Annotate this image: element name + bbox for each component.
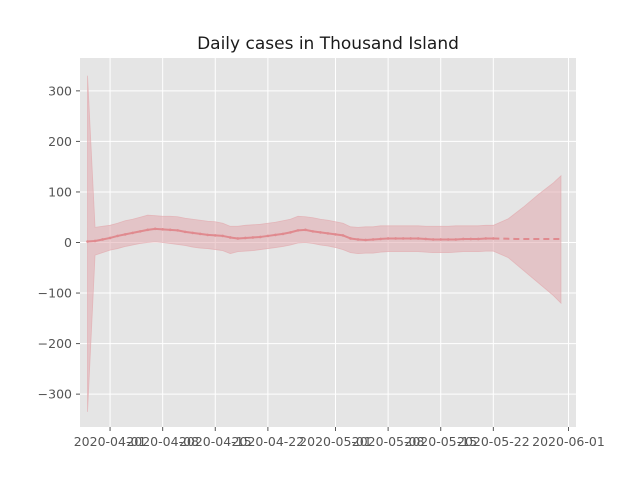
x-tick-label: 2020-06-01 <box>532 434 605 449</box>
data-point <box>131 231 134 235</box>
data-point <box>146 228 149 232</box>
data-point <box>446 238 450 241</box>
forecast-line <box>493 237 561 240</box>
data-point <box>101 238 104 241</box>
data-point <box>439 238 443 241</box>
data-point <box>168 228 172 232</box>
data-point <box>409 237 412 240</box>
y-tick-label: 100 <box>48 184 72 199</box>
data-point <box>93 239 97 243</box>
data-point <box>221 234 225 238</box>
y-tick-label: 0 <box>64 235 72 250</box>
data-point <box>304 228 307 232</box>
data-point <box>176 229 179 232</box>
data-point <box>251 236 255 239</box>
data-point <box>296 229 300 232</box>
data-point <box>266 234 270 238</box>
data-point <box>108 236 112 240</box>
data-point <box>379 237 382 241</box>
data-point <box>138 230 142 233</box>
data-point <box>356 238 360 241</box>
x-tick-label: 2020-05-01 <box>299 434 372 449</box>
confidence-band-layer <box>87 75 562 412</box>
data-point <box>326 232 330 235</box>
data-point <box>206 233 210 237</box>
data-point <box>229 236 232 239</box>
data-point <box>198 232 202 236</box>
data-point <box>416 237 420 240</box>
y-tick-label: −100 <box>38 286 72 301</box>
x-tick-label: 2020-04-15 <box>179 434 252 449</box>
data-point <box>334 233 337 236</box>
data-point <box>341 234 345 237</box>
y-axis: −300 −200 −100 0 100 200 300 <box>38 83 80 402</box>
data-point <box>161 228 164 231</box>
data-point <box>86 240 89 243</box>
x-tick-label: 2020-05-08 <box>352 434 425 449</box>
y-tick-label: 300 <box>48 83 72 98</box>
data-point <box>454 238 458 241</box>
x-tick-label: 2020-04-01 <box>74 434 147 449</box>
data-point <box>401 237 405 240</box>
x-tick-label: 2020-05-22 <box>457 434 530 449</box>
data-point <box>461 237 465 241</box>
data-point <box>213 234 217 237</box>
y-tick-label: −300 <box>38 387 72 402</box>
data-point <box>244 236 247 240</box>
series-layer <box>86 227 561 243</box>
data-point <box>259 235 262 239</box>
data-point <box>386 237 390 240</box>
x-tick-label: 2020-04-22 <box>232 434 305 449</box>
data-point <box>371 238 375 241</box>
x-axis: 2020-04-012020-04-082020-04-152020-04-22… <box>74 427 605 449</box>
data-point <box>484 237 488 240</box>
data-point <box>183 230 187 234</box>
data-point <box>477 237 480 241</box>
data-point <box>469 237 473 241</box>
x-tick-label: 2020-05-15 <box>404 434 477 449</box>
y-tick-label: −200 <box>38 336 72 351</box>
confidence-band <box>87 75 562 412</box>
data-point <box>281 232 285 236</box>
data-point <box>236 237 240 240</box>
data-point <box>289 231 292 234</box>
data-point <box>424 237 428 241</box>
data-point <box>394 237 397 240</box>
data-point <box>311 230 315 233</box>
data-point <box>274 233 277 237</box>
data-point <box>191 231 195 235</box>
data-point <box>349 237 352 240</box>
y-tick-label: 200 <box>48 134 72 149</box>
x-tick-label: 2020-04-08 <box>126 434 199 449</box>
data-point <box>364 238 367 242</box>
data-point <box>153 227 157 231</box>
data-point <box>123 233 127 236</box>
data-point <box>319 231 322 234</box>
data-point <box>431 238 435 241</box>
chart-title: Daily cases in Thousand Island <box>197 34 459 54</box>
data-point <box>116 234 119 238</box>
